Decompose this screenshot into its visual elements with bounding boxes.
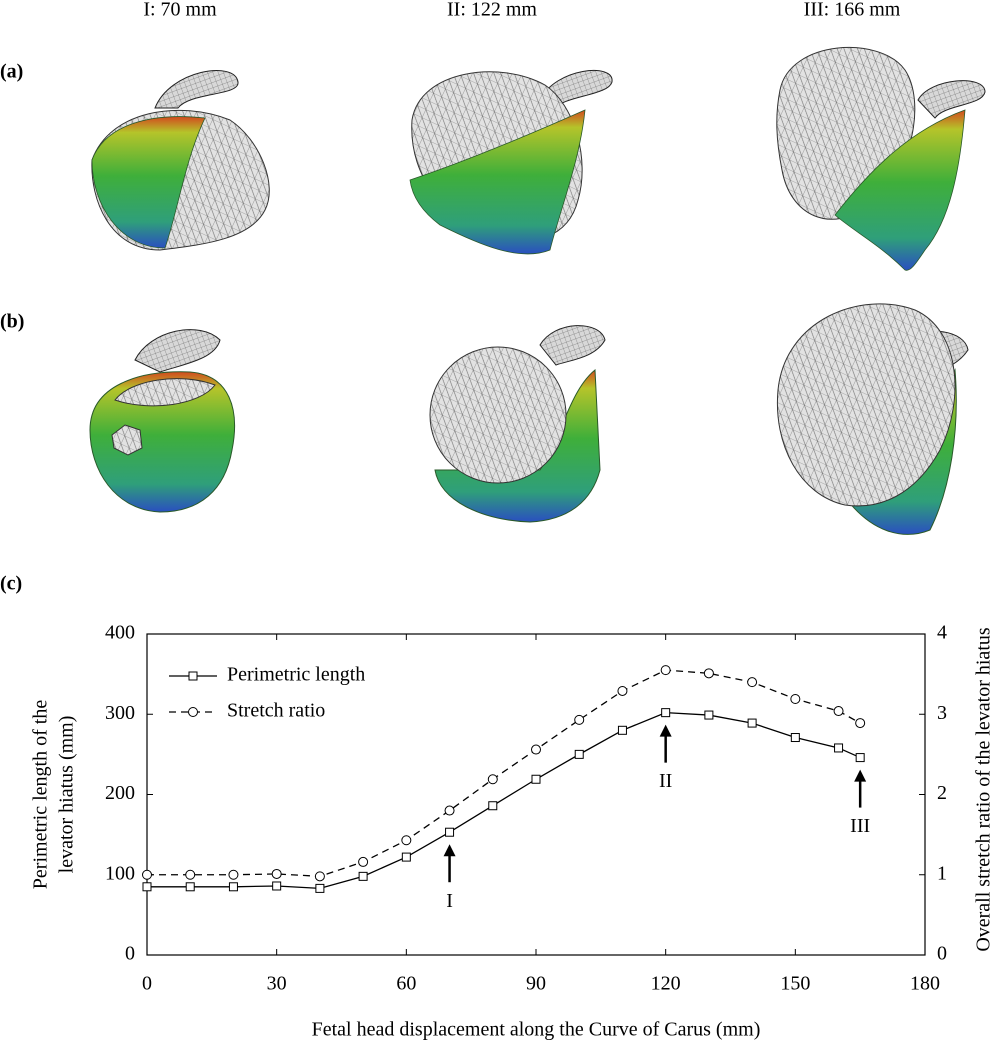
mesh-render bbox=[776, 303, 969, 535]
legend-label: Perimetric length bbox=[227, 664, 365, 686]
point bbox=[531, 774, 541, 784]
point bbox=[358, 856, 369, 867]
column-label: I: 70 mm bbox=[143, 0, 217, 21]
x-tick-label: 90 bbox=[526, 973, 546, 995]
mesh-render bbox=[89, 329, 236, 513]
point bbox=[790, 694, 801, 705]
y-tick-label: 400 bbox=[105, 622, 135, 644]
mesh-render bbox=[91, 70, 270, 251]
point bbox=[272, 881, 282, 891]
y2-tick-label: 4 bbox=[937, 622, 947, 644]
y2-tick-label: 1 bbox=[937, 862, 947, 884]
point bbox=[574, 714, 585, 725]
y2-tick-label: 3 bbox=[937, 702, 947, 724]
y2-axis-title: Overall stretch ratio of the levator hia… bbox=[973, 627, 995, 952]
y-axis-title: levator hiatus (mm) bbox=[56, 716, 78, 874]
y-axis-title: Perimetric length of the bbox=[30, 700, 52, 890]
point bbox=[401, 835, 412, 846]
point bbox=[617, 725, 627, 735]
point bbox=[315, 883, 325, 893]
legend-label: Stretch ratio bbox=[227, 700, 325, 722]
point bbox=[703, 668, 714, 679]
x-tick-label: 30 bbox=[267, 973, 287, 995]
point bbox=[401, 852, 411, 862]
x-axis-title: Fetal head displacement along the Curve … bbox=[312, 1019, 761, 1041]
point bbox=[185, 869, 196, 880]
point bbox=[855, 753, 865, 763]
column-label: II: 122 mm bbox=[447, 0, 537, 21]
x-tick-label: 0 bbox=[142, 973, 152, 995]
point bbox=[271, 868, 282, 879]
panel-label: (a) bbox=[0, 61, 23, 83]
point bbox=[185, 882, 195, 892]
legend-marker bbox=[188, 671, 198, 681]
annotation-label: II bbox=[659, 770, 672, 792]
x-tick-label: 150 bbox=[780, 973, 810, 995]
point bbox=[790, 733, 800, 743]
point bbox=[617, 685, 628, 696]
point bbox=[487, 774, 498, 785]
mesh-render bbox=[429, 325, 606, 523]
point bbox=[834, 743, 844, 753]
point bbox=[444, 805, 455, 816]
point bbox=[661, 708, 671, 718]
annotation-arrowhead bbox=[659, 724, 672, 737]
point bbox=[142, 882, 152, 892]
point bbox=[660, 665, 671, 676]
y-tick-label: 300 bbox=[105, 702, 135, 724]
x-tick-label: 180 bbox=[910, 973, 940, 995]
point bbox=[574, 749, 584, 759]
mesh-render bbox=[409, 69, 613, 255]
point bbox=[314, 871, 325, 882]
line-chart: 0 30 60 90 120 150 180 0 100 200 300 400 0 1 2 3 4 Fetal … bbox=[30, 622, 995, 1041]
y2-tick-label: 2 bbox=[937, 782, 947, 804]
point bbox=[704, 710, 714, 720]
mesh-render bbox=[776, 46, 986, 271]
series-line bbox=[147, 711, 861, 890]
series-line bbox=[147, 669, 861, 878]
annotation-label: III bbox=[850, 815, 870, 837]
point bbox=[531, 744, 541, 755]
point bbox=[488, 801, 498, 811]
annotation-arrowhead bbox=[854, 769, 867, 782]
y-tick-label: 200 bbox=[105, 782, 135, 804]
x-tick-label: 60 bbox=[396, 973, 416, 995]
panel-label: (c) bbox=[0, 573, 22, 595]
y-tick-label: 0 bbox=[125, 943, 135, 965]
legend-marker bbox=[188, 707, 198, 717]
x-tick-label: 120 bbox=[651, 973, 681, 995]
point bbox=[228, 869, 239, 880]
point bbox=[747, 718, 757, 728]
point bbox=[747, 677, 758, 688]
point bbox=[358, 871, 368, 881]
y2-tick-label: 0 bbox=[937, 943, 947, 965]
point bbox=[833, 706, 844, 717]
panel-label: (b) bbox=[0, 311, 24, 333]
annotation-label: I bbox=[446, 890, 453, 912]
y-tick-label: 100 bbox=[105, 862, 135, 884]
annotation-arrowhead bbox=[443, 844, 456, 857]
point bbox=[445, 827, 455, 837]
point bbox=[228, 882, 238, 892]
point bbox=[142, 869, 152, 880]
column-label: III: 166 mm bbox=[804, 0, 901, 21]
point bbox=[855, 718, 866, 729]
